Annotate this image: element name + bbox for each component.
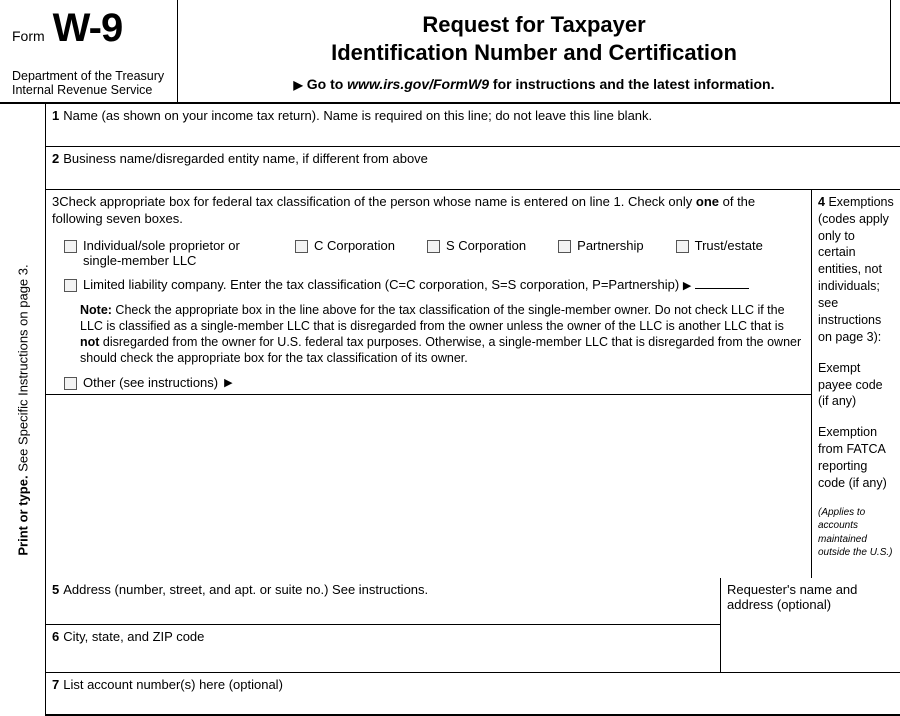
line5-input[interactable] (46, 597, 720, 625)
cb-trust[interactable]: Trust/estate (676, 238, 763, 254)
line2-label: 2Business name/disregarded entity name, … (46, 147, 900, 166)
classification-checkboxes: Individual/sole proprietor or single-mem… (46, 228, 811, 277)
checkbox-icon[interactable] (427, 240, 440, 253)
box3-note: Note: Check the appropriate box in the l… (46, 298, 811, 373)
requester-box[interactable]: Requester's name and address (optional) (720, 578, 900, 672)
side-rotated-text: Print or type. See Specific Instructions… (15, 264, 30, 555)
side-column: Print or type. See Specific Instructions… (0, 104, 46, 716)
checkbox-icon[interactable] (295, 240, 308, 253)
cb-other[interactable]: Other (see instructions) ▶ (46, 373, 811, 395)
form-code: W-9 (53, 6, 123, 51)
line7-input[interactable] (46, 692, 900, 716)
header-right-stub (890, 0, 900, 102)
cb-partnership[interactable]: Partnership (558, 238, 643, 254)
line6-label: 6City, state, and ZIP code (46, 625, 720, 644)
main-fields: 1Name (as shown on your income tax retur… (46, 104, 900, 716)
box3-box4-row: 3Check appropriate box for federal tax c… (46, 190, 900, 578)
title-line1: Request for Taxpayer (192, 12, 876, 38)
line1-label: 1Name (as shown on your income tax retur… (46, 104, 900, 123)
cb-c-corp[interactable]: C Corporation (295, 238, 395, 254)
form-header: Form W-9 Department of the Treasury Inte… (0, 0, 900, 104)
checkbox-icon[interactable] (64, 240, 77, 253)
box3: 3Check appropriate box for federal tax c… (46, 190, 812, 578)
line7-label: 7List account number(s) here (optional) (46, 673, 900, 692)
triangle-icon: ▶ (224, 376, 232, 389)
line5-label: 5Address (number, street, and apt. or su… (46, 578, 720, 597)
agency-line2: Internal Revenue Service (12, 83, 169, 97)
cb-s-corp[interactable]: S Corporation (427, 238, 526, 254)
title-line2: Identification Number and Certification (192, 40, 876, 66)
line1-input[interactable] (46, 123, 900, 147)
cb-llc[interactable]: Limited liability company. Enter the tax… (46, 277, 811, 298)
cb-individual[interactable]: Individual/sole proprietor or single-mem… (64, 238, 263, 269)
header-center: Request for Taxpayer Identification Numb… (178, 0, 890, 102)
checkbox-icon[interactable] (64, 377, 77, 390)
agency-line1: Department of the Treasury (12, 69, 169, 83)
goto-line: ▶Go to www.irs.gov/FormW9 for instructio… (192, 76, 876, 92)
checkbox-icon[interactable] (64, 279, 77, 292)
address-left: 5Address (number, street, and apt. or su… (46, 578, 720, 672)
checkbox-icon[interactable] (676, 240, 689, 253)
line2-input[interactable] (46, 166, 900, 190)
form-word: Form (12, 28, 45, 44)
checkbox-icon[interactable] (558, 240, 571, 253)
triangle-icon: ▶ (294, 78, 303, 92)
line6-input[interactable] (46, 644, 720, 672)
triangle-icon: ▶ (683, 280, 691, 292)
agency-block: Department of the Treasury Internal Reve… (12, 69, 169, 98)
box4: 4 Exemptions (codes apply only to certai… (812, 190, 900, 578)
address-requester-row: 5Address (number, street, and apt. or su… (46, 578, 900, 673)
llc-class-input[interactable] (695, 288, 749, 289)
goto-url: www.irs.gov/FormW9 (347, 76, 489, 92)
header-left: Form W-9 Department of the Treasury Inte… (0, 0, 178, 102)
